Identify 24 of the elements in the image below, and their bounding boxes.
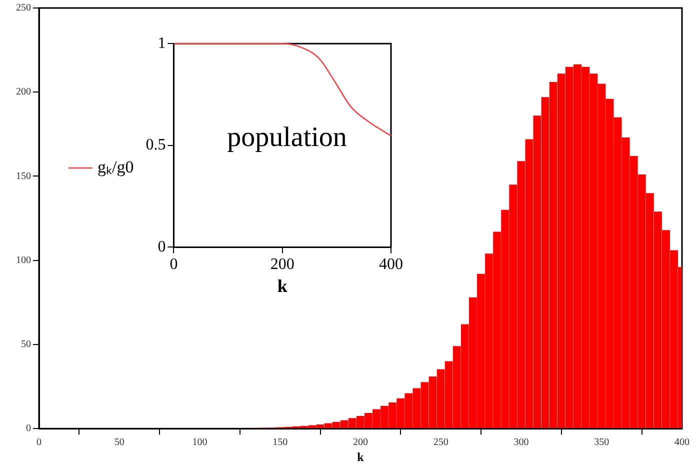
x-axis-title: k [277, 276, 288, 296]
y-tick-label: 50 [21, 339, 31, 350]
x-tick-label: 400 [379, 256, 403, 274]
y-tick-label: 0 [158, 238, 166, 256]
x-tick-label: 100 [192, 437, 208, 448]
x-tick-label: 150 [272, 437, 288, 448]
y-tick-label: 250 [16, 2, 31, 14]
x-tick-label: 350 [594, 437, 610, 448]
x-tick-label: 200 [353, 437, 368, 448]
legend-label: gₖ/g0 [98, 157, 134, 176]
x-tick-label: 0 [36, 437, 42, 448]
x-tick-label: 200 [270, 256, 294, 274]
y-tick-label: 200 [16, 86, 31, 98]
x-tick-label: 400 [674, 437, 690, 448]
y-tick-label: 0.5 [146, 136, 166, 154]
annotation: population [223, 122, 351, 153]
x-axis-title: k [357, 450, 364, 464]
y-tick-label: 150 [16, 170, 31, 182]
x-tick-label: 50 [114, 437, 124, 448]
y-tick-label: 1 [158, 34, 166, 52]
x-tick-label: 300 [514, 437, 529, 448]
x-tick-label: 250 [433, 437, 448, 448]
x-tick-label: 0 [170, 256, 178, 274]
y-tick-label: 0 [26, 423, 31, 434]
